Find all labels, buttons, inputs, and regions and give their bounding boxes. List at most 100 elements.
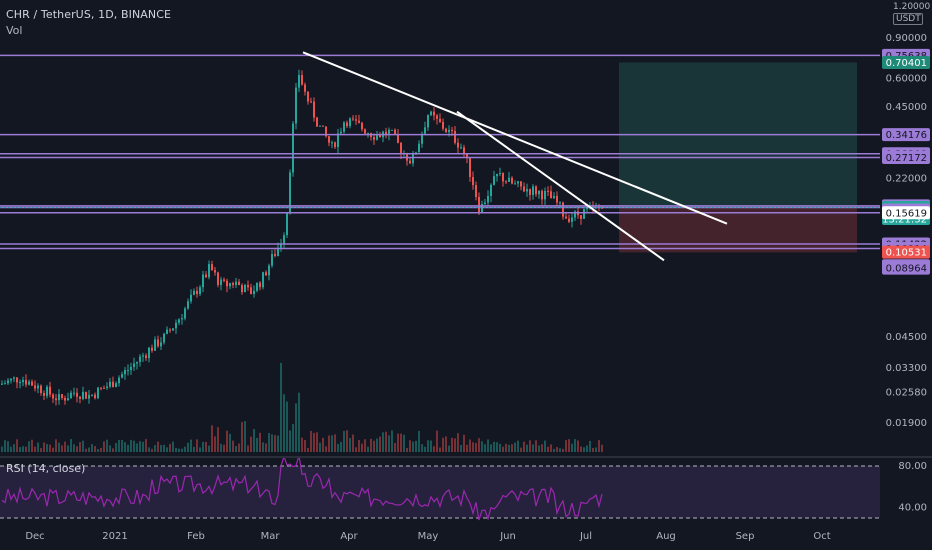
volume-bar <box>577 440 579 452</box>
volume-bar <box>481 441 483 452</box>
candle-body <box>520 181 522 187</box>
volume-bar <box>580 446 582 452</box>
volume-bar <box>208 445 210 452</box>
volume-bar <box>277 435 279 452</box>
volume-bar <box>67 445 69 452</box>
volume-bar <box>493 441 495 452</box>
candle-body <box>400 142 402 154</box>
candle-body <box>271 254 273 266</box>
candle-body <box>298 75 300 88</box>
price-tag: 0.15619 <box>882 206 930 220</box>
time-label: May <box>417 531 439 542</box>
candle-body <box>88 394 90 399</box>
volume-bar <box>247 445 249 452</box>
candle-body <box>4 383 6 385</box>
volume-bar <box>127 444 129 452</box>
price-tag-label: 0.70401 <box>886 58 927 69</box>
time-scale[interactable]: Dec 2021 Feb Mar Apr May Jun Jul Aug Sep Oct <box>0 523 880 550</box>
candle-body <box>475 185 477 198</box>
candle-body <box>247 284 249 288</box>
price-tick-label: 0.02580 <box>886 387 927 398</box>
candle-body <box>469 158 471 177</box>
price-tick-label: 0.45000 <box>886 102 927 113</box>
candle-body <box>472 176 474 186</box>
rsi-tick-label: 80.00 <box>898 461 927 472</box>
candle-body <box>550 191 552 199</box>
currency-label[interactable]: 1.20000 USDT <box>893 2 930 25</box>
candle-body <box>532 186 534 195</box>
volume-bar <box>598 440 600 452</box>
candle-body <box>463 147 465 154</box>
candle-body <box>106 386 108 388</box>
symbol-title[interactable]: CHR / TetherUS, 1D, BINANCE <box>6 8 172 21</box>
candle-body <box>322 125 324 127</box>
candle-body <box>49 386 51 395</box>
candle-body <box>133 363 135 367</box>
volume-bar <box>238 443 240 452</box>
volume-bar <box>274 435 276 452</box>
candle-body <box>493 176 495 185</box>
volume-bar <box>205 441 207 452</box>
volume-bar <box>97 448 99 452</box>
candle-body <box>316 117 318 127</box>
volume-bar <box>442 437 444 452</box>
volume-bar <box>13 444 15 452</box>
volume-bar <box>565 440 567 452</box>
volume-bar <box>496 442 498 452</box>
candle-body <box>70 392 72 399</box>
volume-bar <box>55 439 57 452</box>
candle-body <box>190 294 192 302</box>
candle-body <box>154 339 156 351</box>
candle-body <box>211 264 213 271</box>
volume-bar <box>301 437 303 452</box>
candle-body <box>301 75 303 85</box>
volume-bar <box>85 448 87 452</box>
candle-body <box>61 394 63 398</box>
rsi-indicator-label[interactable]: RSI (14, close) <box>6 462 86 475</box>
candle-body <box>340 131 342 134</box>
candle-body <box>220 279 222 285</box>
volume-bar <box>322 437 324 452</box>
volume-bar <box>103 441 105 452</box>
volume-bar <box>181 448 183 452</box>
trendline-1 <box>302 51 728 225</box>
candle-body <box>148 347 150 359</box>
candle-body <box>169 329 171 331</box>
volume-bar <box>358 440 360 452</box>
volume-bar <box>463 434 465 452</box>
volume-bar <box>64 441 66 452</box>
volume-bar <box>142 441 144 452</box>
candle-body <box>445 128 447 133</box>
candle-body <box>394 129 396 135</box>
candle-body <box>433 111 435 116</box>
rsi-chart[interactable] <box>0 454 880 523</box>
price-tick-label: 0.03300 <box>886 363 927 374</box>
candle-body <box>13 377 15 379</box>
candlestick-chart[interactable] <box>0 0 880 455</box>
candle-body <box>214 270 216 273</box>
time-label: Jun <box>500 531 516 542</box>
volume-bar <box>304 439 306 452</box>
candle-body <box>193 290 195 295</box>
rsi-pane[interactable] <box>0 454 880 523</box>
volume-bar <box>553 448 555 452</box>
volume-bar <box>28 441 30 452</box>
candle-body <box>358 120 360 123</box>
volume-bar <box>316 432 318 452</box>
candle-body <box>355 119 357 121</box>
volume-bar <box>118 439 120 452</box>
volume-bar <box>583 447 585 452</box>
volume-bar <box>412 441 414 452</box>
volume-bar <box>133 440 135 452</box>
candle-body <box>544 190 546 200</box>
volume-bar <box>511 444 513 452</box>
volume-bar <box>232 440 234 452</box>
volume-indicator-label[interactable]: Vol <box>6 24 23 37</box>
price-chart-pane[interactable] <box>0 0 880 455</box>
price-scale[interactable]: 0.90000 0.60000 0.45000 0.22000 0.04500 0.033… <box>880 0 932 523</box>
volume-bar <box>379 436 381 452</box>
pane-separator[interactable] <box>0 456 932 458</box>
volume-bar <box>403 434 405 452</box>
volume-bar <box>361 443 363 452</box>
volume-bar <box>436 430 438 452</box>
